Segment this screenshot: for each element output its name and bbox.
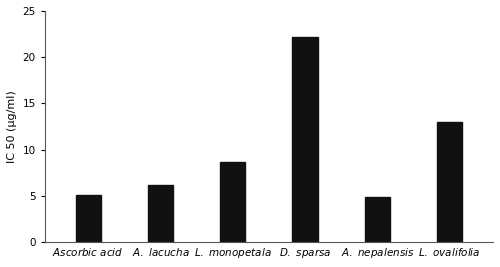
Bar bbox=[76, 195, 101, 242]
Bar bbox=[364, 197, 390, 242]
Bar bbox=[292, 37, 318, 242]
Bar bbox=[220, 162, 246, 242]
Y-axis label: IC 50 (μg/ml): IC 50 (μg/ml) bbox=[7, 90, 17, 163]
Bar bbox=[437, 122, 462, 242]
Bar bbox=[148, 184, 173, 242]
